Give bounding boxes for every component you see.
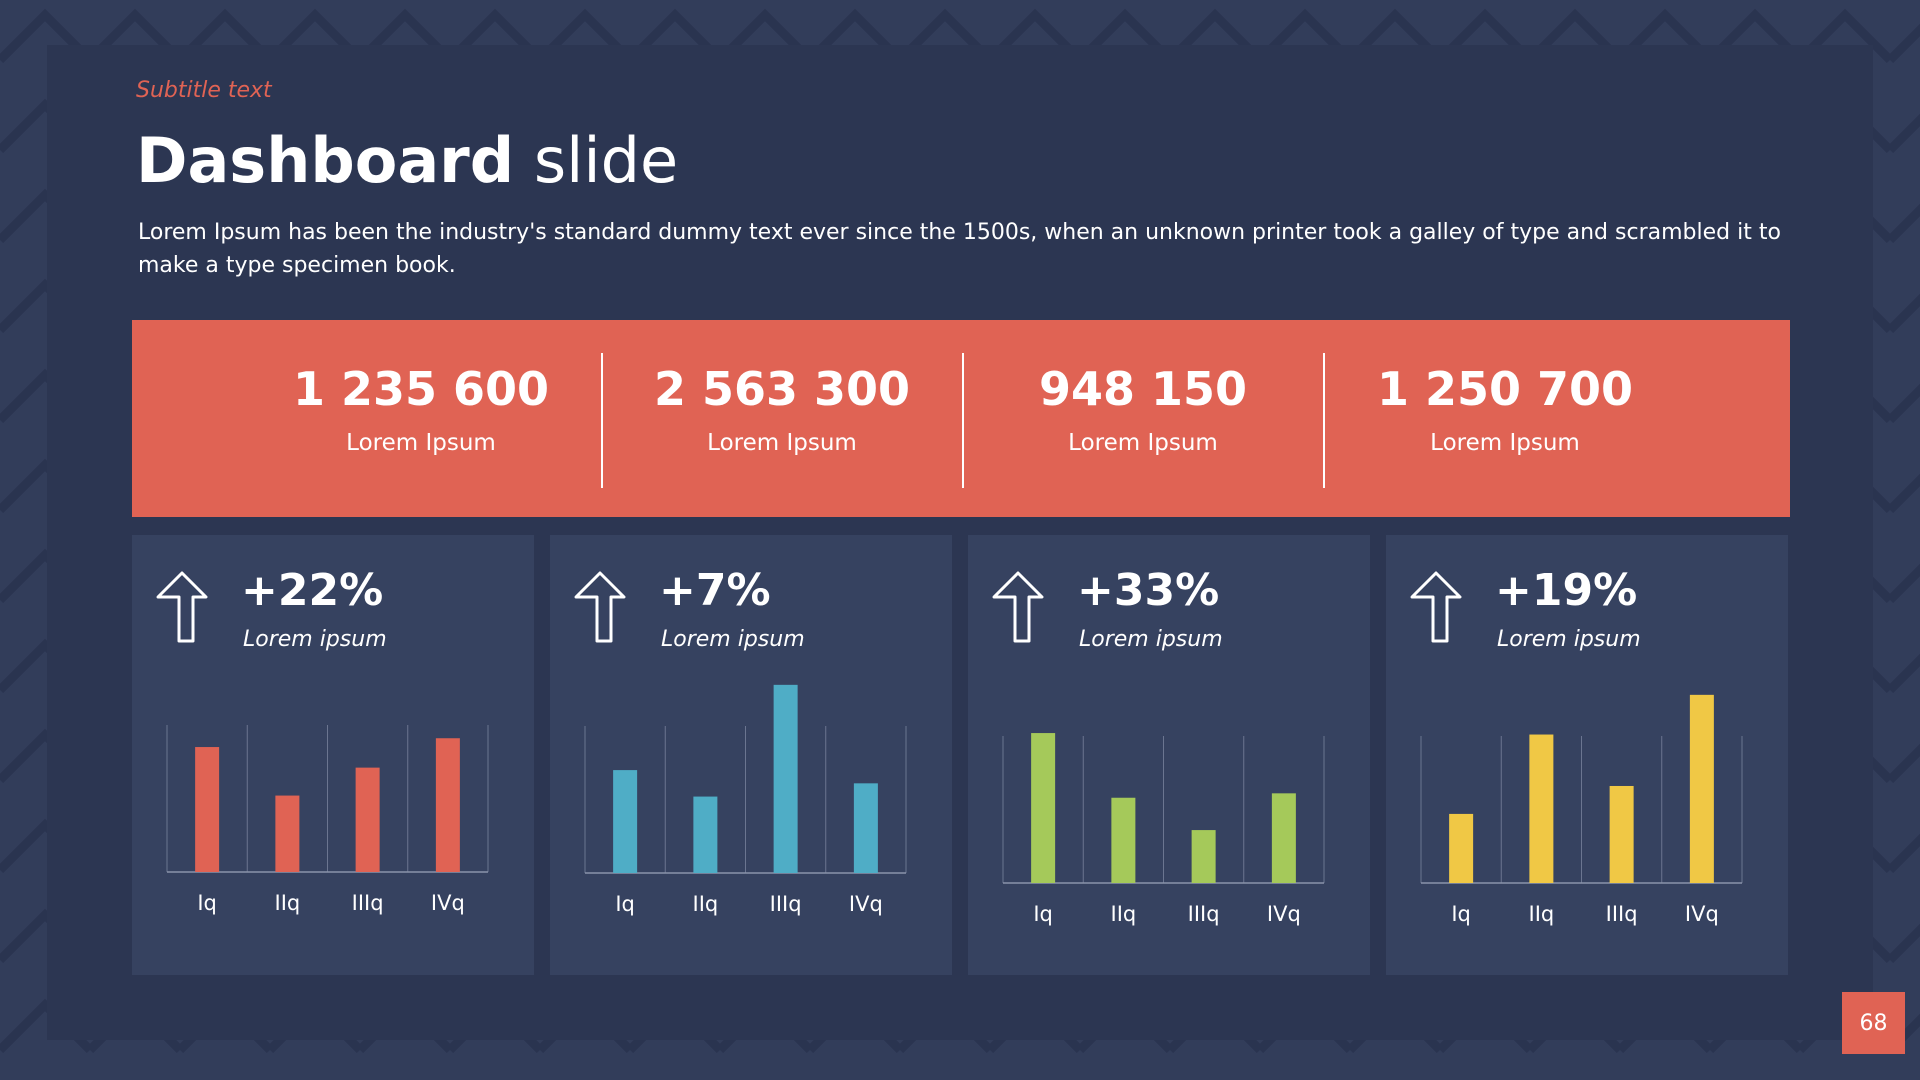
x-tick-label: IIq [693,892,719,916]
x-tick-label: Iq [1033,902,1053,926]
kpi-change: +33% [1077,565,1220,616]
x-tick-label: IIIq [352,891,384,915]
bar [1191,830,1216,883]
bar [355,767,380,872]
x-tick-label: IIIq [1188,902,1220,926]
bar [1609,785,1634,883]
kpi-change: +7% [659,565,771,616]
stat-label: Lorem Ipsum [1068,430,1218,456]
kpi-change: +22% [241,565,384,616]
x-tick-label: IVq [1267,902,1301,926]
kpi-card: Iq IIq IIIq IVq +7% Lorem ipsum [550,535,952,975]
x-tick-label: IVq [1685,902,1719,926]
bar [1529,734,1554,883]
kpi-card: Iq IIq IIIq IVq +19% Lorem ipsum [1386,535,1788,975]
stat-value: 1 235 600 [292,362,550,416]
title: Dashboard slide [136,124,678,197]
kpi-label: Lorem ipsum [661,627,805,652]
stat: 948 150 Lorem Ipsum [973,362,1313,456]
bar [1031,733,1056,883]
x-tick-label: IIIq [770,892,802,916]
x-tick-label: IIq [1111,902,1137,926]
kpi-graphics: Iq IIq IIIq IVq [1410,571,1743,926]
x-tick-label: IIIq [1606,902,1638,926]
stat-label: Lorem Ipsum [346,430,496,456]
x-tick-label: IVq [431,891,465,915]
stat: 1 235 600 Lorem Ipsum [251,362,591,456]
stat-value: 2 563 300 [653,362,911,416]
arrow-icon [1410,571,1462,643]
bar [773,684,798,873]
stat-value: 1 250 700 [1376,362,1634,416]
kpi-card: Iq IIq IIIq IVq +22% Lorem ipsum [132,535,534,975]
subtitle: Subtitle text [136,78,272,103]
bar [275,795,300,872]
title-light: slide [533,124,679,197]
arrow-icon [156,571,208,643]
kpi-graphics: Iq IIq IIIq IVq [156,571,489,915]
arrow-icon [574,571,626,643]
bar [693,796,718,873]
stat-label: Lorem Ipsum [1430,430,1580,456]
x-tick-label: IIq [1529,902,1555,926]
kpi-label: Lorem ipsum [243,627,387,652]
bar [1449,813,1474,883]
divider [961,353,964,488]
bar [1271,793,1296,883]
description: Lorem Ipsum has been the industry's stan… [138,220,1781,278]
bar [1111,797,1136,883]
stat-label: Lorem Ipsum [707,430,857,456]
kpi-label: Lorem ipsum [1497,627,1641,652]
page-number: 68 [1842,992,1905,1054]
divider [600,353,603,488]
title-bold: Dashboard [136,124,515,197]
x-tick-label: Iq [1451,902,1471,926]
bar [853,783,878,873]
arrow-icon [992,571,1044,643]
bar [435,738,460,872]
kpi-graphics: Iq IIq IIIq IVq [574,571,907,916]
stat-value: 948 150 [1038,362,1248,416]
x-tick-label: Iq [197,891,217,915]
bar [195,747,220,872]
kpi-graphics: Iq IIq IIIq IVq [992,571,1325,926]
x-tick-label: IIq [275,891,301,915]
x-tick-label: IVq [849,892,883,916]
kpi-card: Iq IIq IIIq IVq +33% Lorem ipsum [968,535,1370,975]
stat: 1 250 700 Lorem Ipsum [1335,362,1675,456]
stat: 2 563 300 Lorem Ipsum [612,362,952,456]
divider [1323,353,1325,488]
x-tick-label: Iq [615,892,635,916]
bar [613,770,638,873]
kpi-change: +19% [1495,565,1638,616]
bar [1689,694,1714,883]
kpi-label: Lorem ipsum [1079,627,1223,652]
stats-band: 1 235 600 Lorem Ipsum 2 563 300 Lorem Ipsum… [132,320,1790,517]
